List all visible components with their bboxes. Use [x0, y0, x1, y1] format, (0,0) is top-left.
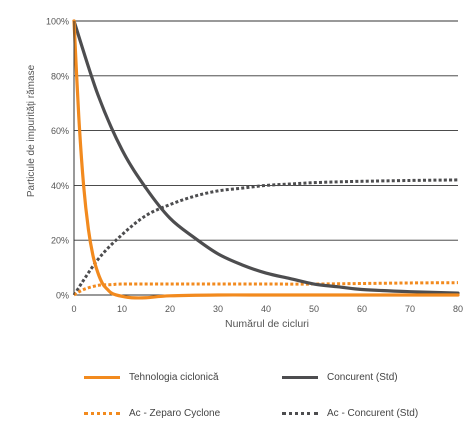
x-tick-label: 0	[71, 304, 76, 314]
x-tick-label: 10	[117, 304, 127, 314]
legend-item-concurent-std: Concurent (Std)	[282, 372, 398, 383]
x-tick-label: 20	[165, 304, 175, 314]
series-line-ac-zeparo-cyclone	[73, 281, 459, 297]
x-tick-label: 30	[213, 304, 223, 314]
legend-label: Concurent (Std)	[327, 372, 398, 383]
x-tick-label: 50	[309, 304, 319, 314]
legend-item-ac-zeparo-cyclone: Ac - Zeparo Cyclone	[84, 408, 220, 419]
grid-lines	[74, 20, 458, 296]
legend-swatch	[282, 376, 318, 379]
x-tick-label: 70	[405, 304, 415, 314]
legend-swatch	[84, 412, 120, 415]
series-line-tehnologia-ciclonic	[72, 19, 460, 300]
x-tick-label: 40	[261, 304, 271, 314]
x-tick-label: 80	[453, 304, 463, 314]
y-tick-label: 0%	[56, 291, 69, 301]
series-line-concurent-std	[72, 19, 460, 295]
y-tick-label: 20%	[51, 236, 69, 246]
y-axis-label: Particule de impurități rămase	[26, 64, 37, 197]
x-tick-label: 60	[357, 304, 367, 314]
y-tick-label: 60%	[51, 126, 69, 136]
legend-label: Tehnologia ciclonică	[129, 372, 219, 383]
legend: Tehnologia ciclonică Concurent (Std) Ac …	[0, 360, 464, 424]
y-tick-label: 80%	[51, 71, 69, 81]
y-tick-label: 100%	[46, 17, 69, 27]
x-axis-label: Numărul de cicluri	[225, 318, 309, 330]
legend-swatch	[84, 376, 120, 379]
series-line-ac-concurent-std	[72, 178, 459, 296]
legend-swatch	[282, 412, 318, 415]
legend-label: Ac - Zeparo Cyclone	[129, 408, 221, 419]
legend-item-ac-concurent-std: Ac - Concurent (Std)	[282, 408, 418, 419]
series-lines	[72, 19, 460, 300]
y-tick-labels: 0% 20% 40% 60% 80% 100%	[46, 17, 69, 301]
y-tick-label: 40%	[51, 181, 69, 191]
chart-svg: 0% 20% 40% 60% 80% 100% 0 10 20 30 40 50 60 70 80 Num…	[26, 17, 463, 331]
legend-label: Ac - Concurent (Std)	[327, 408, 419, 419]
x-tick-labels: 0 10 20 30 40 50 60 70 80	[71, 304, 463, 314]
legend-item-tehnologia-ciclonica: Tehnologia ciclonică	[84, 372, 219, 383]
